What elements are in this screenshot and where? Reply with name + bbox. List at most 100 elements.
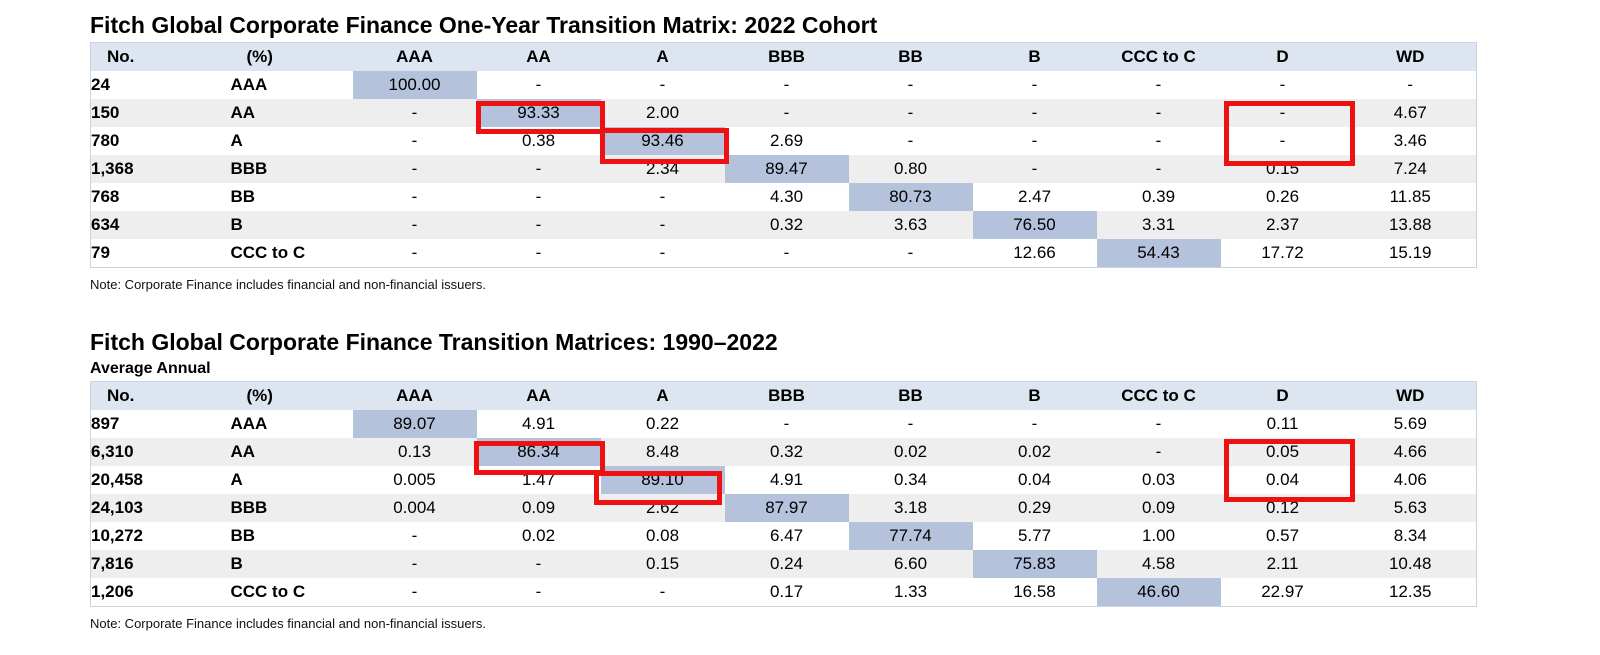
value-cell: - bbox=[411, 131, 418, 150]
column-header: BB bbox=[848, 381, 973, 410]
value-cell: 2.37 bbox=[1220, 211, 1345, 239]
rating-label-cell: AAA bbox=[230, 414, 268, 433]
value-cell: 0.24 bbox=[724, 550, 849, 578]
value-cell: 1.00 bbox=[1141, 526, 1176, 545]
value-cell: 3.46 bbox=[1393, 131, 1427, 150]
issuer-count-cell: 24,103 bbox=[90, 494, 231, 522]
value-cell: 2.47 bbox=[1017, 187, 1052, 206]
diagonal-value-cell: 86.34 bbox=[476, 438, 601, 466]
table-row: 897 AAA 89.07 4.91 0.22 - - - - 0.11 5.69 bbox=[91, 410, 1477, 438]
bottom-matrix-section: Fitch Global Corporate Finance Transitio… bbox=[90, 329, 1477, 632]
value-cell: - bbox=[352, 550, 477, 578]
table-row: 10,272 BB - 0.02 0.08 6.47 77.74 5.77 1.00 0.57 8.… bbox=[91, 522, 1477, 550]
value-cell: - bbox=[535, 582, 542, 601]
rating-label-cell: A bbox=[230, 470, 243, 489]
value-cell: - bbox=[1155, 131, 1162, 150]
value-cell: 0.02 bbox=[848, 438, 973, 466]
value-cell: - bbox=[411, 582, 418, 601]
diagonal-value-cell: 46.60 bbox=[1096, 578, 1221, 607]
bottom-header-row: No. (%) AAA AA A BBB BB B CCC to C D WD bbox=[90, 381, 1477, 410]
value-cell: - bbox=[907, 414, 914, 433]
issuer-count-cell: 20,458 bbox=[91, 470, 143, 489]
issuer-count-cell: 6,310 bbox=[90, 438, 231, 466]
table-row: 24,103 BBB 0.004 0.09 2.62 87.97 3.18 0.29 0.09 0… bbox=[90, 494, 1477, 522]
value-cell: - bbox=[1279, 131, 1286, 150]
rating-label-cell: CCC to C bbox=[230, 582, 306, 601]
column-header: AAA bbox=[352, 42, 477, 71]
value-cell: - bbox=[476, 550, 601, 578]
diagonal-value-cell: 76.50 bbox=[972, 211, 1097, 239]
issuer-count-cell: 150 bbox=[90, 99, 231, 127]
value-cell: 8.48 bbox=[600, 438, 725, 466]
value-cell: 0.02 bbox=[521, 526, 556, 545]
issuer-count-cell: 780 bbox=[91, 131, 120, 150]
value-cell: - bbox=[1155, 414, 1162, 433]
column-header: No. bbox=[90, 42, 231, 71]
diagonal-value-cell: 89.47 bbox=[724, 155, 849, 183]
value-cell: 3.18 bbox=[848, 494, 973, 522]
value-cell: 0.13 bbox=[352, 438, 477, 466]
column-header: BB bbox=[848, 42, 973, 71]
value-cell: - bbox=[1031, 131, 1038, 150]
table-row: 24 AAA 100.00 - - - - - - - - bbox=[91, 71, 1477, 99]
top-matrix-section: Fitch Global Corporate Finance One-Year … bbox=[90, 12, 1477, 293]
bottom-matrix-subtitle: Average Annual bbox=[90, 360, 211, 377]
top-header-row: No. (%) AAA AA A BBB BB B CCC to C D WD bbox=[90, 42, 1477, 71]
value-cell: - bbox=[1096, 155, 1221, 183]
column-header: A bbox=[600, 42, 725, 71]
issuer-count-cell: 7,816 bbox=[90, 550, 231, 578]
value-cell: 4.30 bbox=[769, 187, 804, 206]
value-cell: 0.03 bbox=[1141, 470, 1176, 489]
value-cell: 6.60 bbox=[848, 550, 973, 578]
column-header: (%) bbox=[230, 42, 353, 71]
issuer-count-cell: 897 bbox=[91, 414, 120, 433]
value-cell: - bbox=[1096, 99, 1221, 127]
diagonal-value-cell: 87.97 bbox=[724, 494, 849, 522]
value-cell: 0.11 bbox=[1266, 414, 1299, 433]
column-header: D bbox=[1220, 381, 1345, 410]
value-cell: 12.66 bbox=[1013, 243, 1056, 262]
rating-label-cell: A bbox=[230, 131, 243, 150]
top-transition-matrix: No. (%) AAA AA A BBB BB B CCC to C D WD 24 AAA 100.0… bbox=[90, 42, 1477, 268]
value-cell: - bbox=[848, 99, 973, 127]
issuer-count-cell: 634 bbox=[90, 211, 231, 239]
table-row: 780 A - 0.38 93.46 2.69 - - - - 3.46 bbox=[91, 127, 1477, 155]
value-cell: 5.77 bbox=[1017, 526, 1052, 545]
value-cell: 0.08 bbox=[645, 526, 680, 545]
value-cell: 0.05 bbox=[1220, 438, 1345, 466]
value-cell: - bbox=[411, 526, 418, 545]
column-header: No. bbox=[90, 381, 231, 410]
value-cell: - bbox=[352, 155, 477, 183]
value-cell: 0.26 bbox=[1265, 187, 1300, 206]
bottom-matrix-note: Note: Corporate Finance includes financi… bbox=[90, 616, 486, 631]
value-cell: - bbox=[972, 99, 1097, 127]
column-header: BBB bbox=[724, 42, 849, 71]
value-cell: 4.58 bbox=[1096, 550, 1221, 578]
value-cell: 3.63 bbox=[848, 211, 973, 239]
value-cell: - bbox=[1407, 75, 1414, 94]
value-cell: - bbox=[1096, 438, 1221, 466]
value-cell: 5.69 bbox=[1393, 414, 1427, 433]
issuer-count-cell: 79 bbox=[91, 243, 110, 262]
top-matrix-note: Note: Corporate Finance includes financi… bbox=[90, 277, 486, 292]
value-cell: 0.15 bbox=[1220, 155, 1345, 183]
column-header: (%) bbox=[230, 381, 353, 410]
value-cell: - bbox=[1155, 75, 1162, 94]
rating-label-cell: B bbox=[230, 211, 353, 239]
value-cell: - bbox=[972, 155, 1097, 183]
column-header: B bbox=[972, 381, 1097, 410]
value-cell: 0.57 bbox=[1265, 526, 1300, 545]
value-cell: 2.69 bbox=[769, 131, 804, 150]
value-cell: - bbox=[659, 187, 666, 206]
value-cell: - bbox=[783, 414, 790, 433]
value-cell: 0.09 bbox=[476, 494, 601, 522]
value-cell: - bbox=[1031, 414, 1038, 433]
value-cell: - bbox=[535, 243, 542, 262]
value-cell: 4.67 bbox=[1344, 99, 1477, 127]
table-row: 1,368 BBB - -2.34 89.47 0.80- -0.15 7.24 bbox=[90, 155, 1477, 183]
value-cell: 2.34 bbox=[600, 155, 725, 183]
column-header: A bbox=[600, 381, 725, 410]
value-cell: - bbox=[352, 211, 477, 239]
issuer-count-cell: 768 bbox=[91, 187, 120, 206]
issuer-count-cell: 24 bbox=[91, 75, 110, 94]
